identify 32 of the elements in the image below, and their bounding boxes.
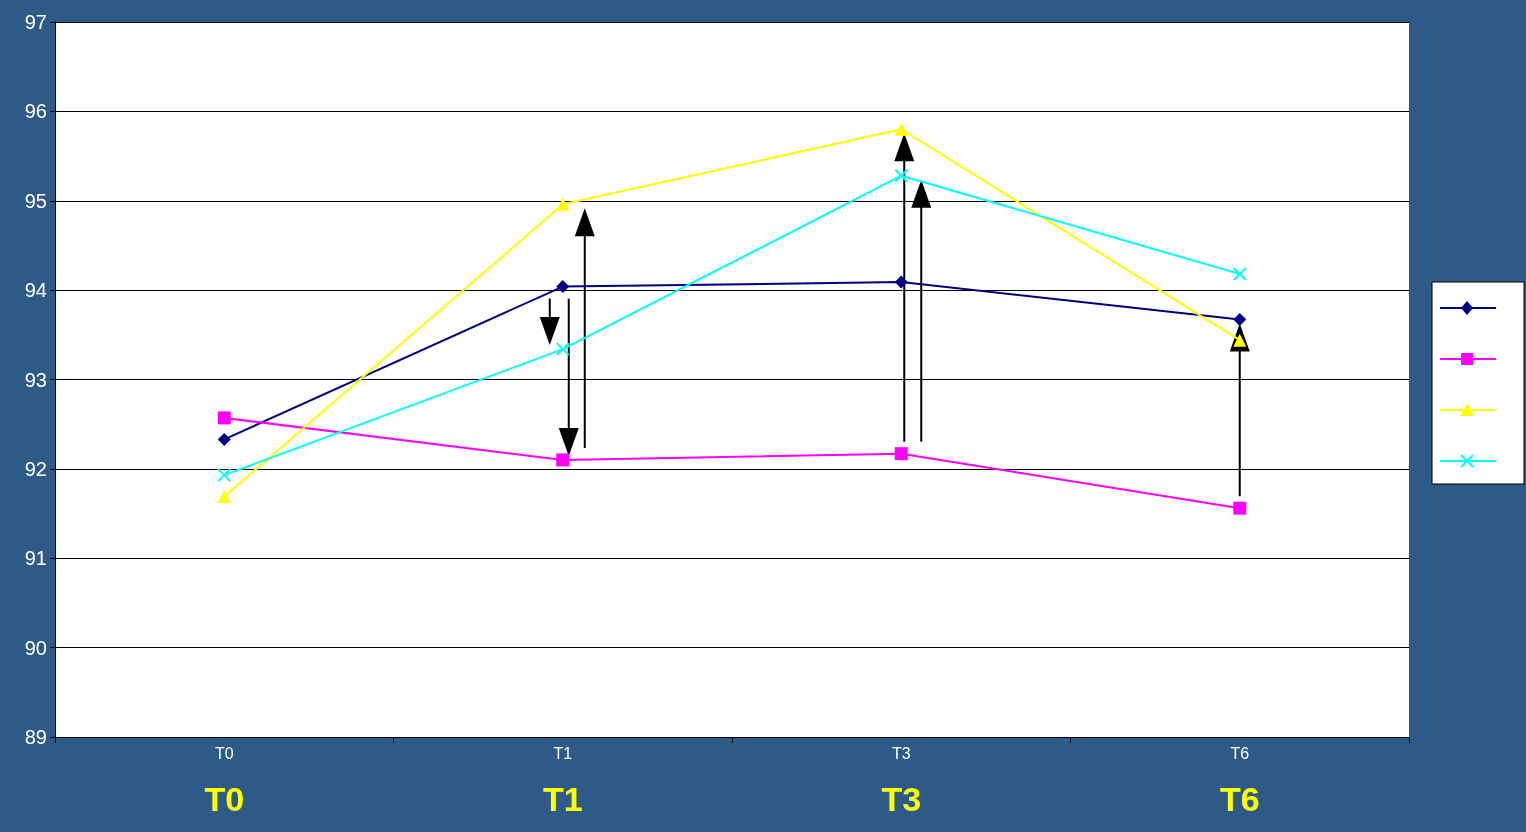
text: T0 xyxy=(204,780,245,819)
y-tick-label: 91 xyxy=(24,547,47,570)
x-tick-label: T1 xyxy=(553,744,573,762)
point xyxy=(894,122,908,136)
point xyxy=(1232,267,1247,282)
point xyxy=(555,342,570,357)
point xyxy=(1233,501,1247,515)
y-tick-label: 90 xyxy=(24,636,47,659)
point xyxy=(217,468,232,483)
text: T3 xyxy=(881,780,922,819)
text: T1 xyxy=(542,780,583,819)
point xyxy=(217,411,231,425)
x-tick-label: T3 xyxy=(891,744,911,762)
point xyxy=(1233,313,1247,327)
y-tick-label: 94 xyxy=(24,279,47,302)
point xyxy=(894,275,908,289)
point xyxy=(894,168,909,183)
y-tick-label: 92 xyxy=(24,457,47,480)
x-tick-label: T0 xyxy=(214,744,234,762)
point xyxy=(556,197,570,211)
text: T6 xyxy=(1219,780,1260,819)
point xyxy=(894,447,908,461)
x-tick-label: T6 xyxy=(1230,744,1250,762)
point xyxy=(556,453,570,467)
y-tick-label: 89 xyxy=(24,726,47,748)
y-tick-label: 96 xyxy=(24,100,47,123)
y-tick-label: 95 xyxy=(24,189,47,212)
y-tick-label: 97 xyxy=(24,11,47,33)
y-tick-label: 93 xyxy=(24,368,47,391)
point xyxy=(217,432,231,446)
point xyxy=(217,490,231,504)
point xyxy=(556,280,570,294)
